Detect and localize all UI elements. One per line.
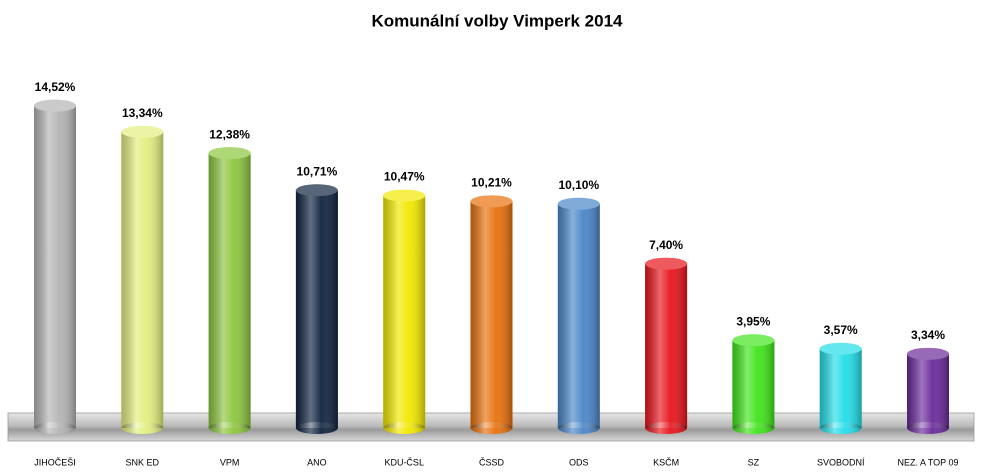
bar-bottom-shine <box>121 422 164 434</box>
bar-top-light <box>907 347 949 360</box>
value-label: 3,95% <box>736 314 770 328</box>
bar-bottom-shine <box>295 422 338 434</box>
bar-shine <box>295 190 338 428</box>
bar-shine <box>121 131 164 429</box>
bar-bottom-shine <box>819 422 862 434</box>
value-label: 3,34% <box>911 328 945 342</box>
bar-top <box>732 334 775 347</box>
bar-shine <box>732 340 775 428</box>
x-tick-label: KSČM <box>653 457 679 467</box>
bar-top <box>295 184 338 197</box>
bar-top-light <box>645 257 688 270</box>
x-tick-label: SNK ED <box>126 457 160 467</box>
x-tick-label: JIHOČEŠI <box>34 457 76 467</box>
bar-shine <box>819 348 862 428</box>
bar-bottom-shine <box>383 422 426 434</box>
value-label: 12,38% <box>209 127 250 141</box>
x-tick-label: KDU-ČSL <box>384 457 424 467</box>
bar-top <box>208 147 251 160</box>
bar-top-light <box>208 147 251 160</box>
chart-title: Komunální volby Vimperk 2014 <box>372 11 624 30</box>
bar-top-light <box>557 197 600 210</box>
bar-top <box>819 342 862 355</box>
bar-bottom-shine <box>557 422 600 434</box>
bar-top-light <box>295 184 338 197</box>
bar-top <box>907 347 949 360</box>
value-label: 14,52% <box>35 80 76 94</box>
bar-bottom-shine <box>645 422 688 434</box>
bar-top-light <box>121 125 164 138</box>
x-tick-label: ANO <box>307 457 327 467</box>
bar-bottom-shine <box>732 422 775 434</box>
value-label: 10,21% <box>471 176 512 190</box>
bar-top <box>34 99 76 112</box>
bar-shine <box>34 105 76 428</box>
bar-shine <box>383 195 426 428</box>
bar-bottom-shine <box>34 422 76 434</box>
bar-shine <box>470 201 513 428</box>
bar-bottom-shine <box>907 422 949 434</box>
value-label: 10,10% <box>558 178 599 192</box>
value-label: 3,57% <box>824 323 858 337</box>
bar-top-light <box>470 195 513 208</box>
bar-top-light <box>732 334 775 347</box>
bar-shine <box>208 153 251 428</box>
value-label: 10,47% <box>384 170 425 184</box>
bar-top <box>383 189 426 202</box>
bar-top-light <box>34 99 76 112</box>
value-label: 13,34% <box>122 106 163 120</box>
value-label: 7,40% <box>649 238 683 252</box>
bar-bottom-shine <box>470 422 513 434</box>
bar-shine <box>907 353 949 428</box>
bar-top <box>645 257 688 270</box>
x-tick-label: SVOBODNÍ <box>817 457 865 467</box>
value-label: 10,71% <box>297 164 338 178</box>
bar-top <box>470 195 513 208</box>
bar-shine <box>645 263 688 428</box>
bar-top <box>557 197 600 210</box>
bar-bottom-shine <box>208 422 251 434</box>
x-tick-label: VPM <box>220 457 240 467</box>
x-tick-label: ODS <box>569 457 589 467</box>
x-tick-label: SZ <box>748 457 760 467</box>
bar-top <box>121 125 164 138</box>
bar-top-light <box>383 189 426 202</box>
bar-shine <box>557 203 600 428</box>
x-tick-label: NEZ. A TOP 09 <box>897 457 958 467</box>
x-tick-label: ČSSD <box>479 457 505 467</box>
bar-top-light <box>819 342 862 355</box>
